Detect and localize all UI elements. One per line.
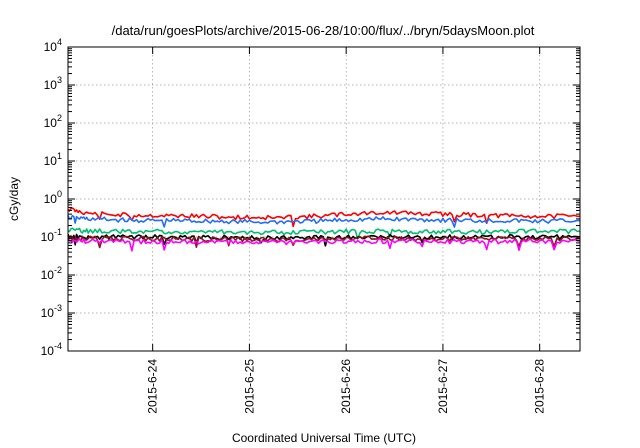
y-tick-label: 104 xyxy=(44,37,62,54)
x-axis: 2015-6-24 2015-6-25 2015-6-26 2015-6-27 2015… xyxy=(146,47,547,414)
x-tick-label: 2015-6-27 xyxy=(436,359,450,414)
x-axis-label: Coordinated Universal Time (UTC) xyxy=(232,431,416,445)
y-tick-label: 10-1 xyxy=(41,227,62,244)
chart-title: /data/run/goesPlots/archive/2015-06-28/1… xyxy=(112,23,535,38)
x-tick-label: 2015-6-24 xyxy=(146,359,160,414)
x-tick-label: 2015-6-26 xyxy=(339,359,353,414)
series-line-1 xyxy=(67,207,580,228)
y-tick-label: 10-4 xyxy=(41,341,62,358)
series-line-2 xyxy=(67,214,581,228)
y-tick-label: 100 xyxy=(44,189,62,206)
y-tick-label: 10-3 xyxy=(41,303,62,320)
series-line-5 xyxy=(67,235,581,249)
series-group xyxy=(67,207,581,252)
y-tick-label: 10-2 xyxy=(41,265,62,282)
series-line-3 xyxy=(67,227,581,240)
y-tick-label: 102 xyxy=(44,113,62,130)
x-tick-label: 2015-6-28 xyxy=(533,359,547,414)
y-tick-label: 103 xyxy=(44,75,62,92)
x-tick-label: 2015-6-25 xyxy=(242,359,256,414)
y-axis-label: cGy/day xyxy=(7,177,21,221)
series-line-6 xyxy=(67,237,581,252)
y-tick-label: 101 xyxy=(44,151,62,168)
y-axis: 10-4 10-3 10-2 10-1 100 101 102 103 104 xyxy=(41,37,580,358)
